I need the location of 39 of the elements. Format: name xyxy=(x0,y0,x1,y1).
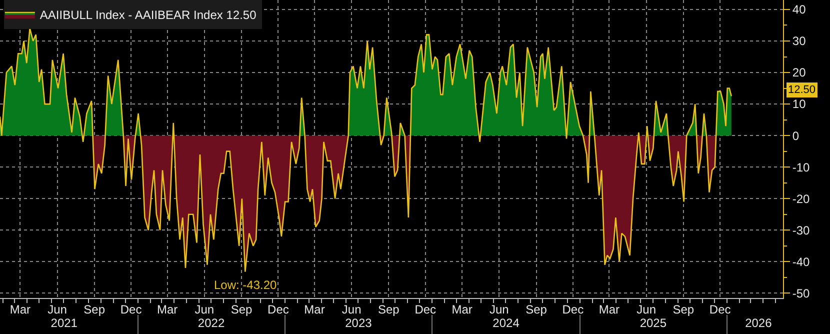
x2-tick-label: 2023 xyxy=(345,316,372,330)
x-tick-label: Sep xyxy=(230,302,253,316)
y-tick-label: 30 xyxy=(792,34,806,48)
text: 12.50 xyxy=(788,84,816,96)
x-tick-label: Dec xyxy=(120,302,142,316)
y-tick-label: 40 xyxy=(792,2,806,17)
x-tick-label: Dec xyxy=(562,302,584,316)
x2-tick-label: 2026 xyxy=(745,316,772,330)
y-tick-label: 20 xyxy=(792,66,806,80)
x-tick-label: Jun xyxy=(636,302,656,316)
x-tick-label: Sep xyxy=(672,302,694,316)
x-tick-label: Jun xyxy=(489,302,509,316)
x-tick-label: Sep xyxy=(526,302,548,316)
y-tick-label: -40 xyxy=(792,254,810,269)
y-tick-label: -50 xyxy=(792,286,810,300)
x-tick-label: Jun xyxy=(342,302,362,316)
y-tick-label: -30 xyxy=(792,223,810,238)
x-tick-label: Mar xyxy=(156,302,178,316)
x2-tick-label: 2022 xyxy=(198,316,225,330)
x-tick-label: Jun xyxy=(194,302,214,316)
legend-label: AAIIBULL Index - AAIIBEAR Index 12.50 xyxy=(40,8,257,22)
x-tick-label: Jun xyxy=(48,302,67,316)
x-tick-label: Dec xyxy=(414,302,436,316)
x-tick-label: Mar xyxy=(304,302,325,316)
x2-tick-label: 2024 xyxy=(492,316,520,330)
x-tick-label: Sep xyxy=(84,302,106,316)
y-tick-label: -10 xyxy=(792,160,810,174)
x-tick-label: Mar xyxy=(452,302,472,316)
x-tick-label: Mar xyxy=(10,302,30,316)
y-tick-label: 0 xyxy=(792,128,800,143)
x2-tick-label: 2021 xyxy=(50,316,78,330)
x-tick-label: Sep xyxy=(378,302,400,316)
annotation: Low: -43.20 xyxy=(214,278,278,292)
x2-tick-label: 2025 xyxy=(640,316,667,330)
x-tick-label: Dec xyxy=(268,302,289,316)
x-tick-label: Mar xyxy=(598,302,620,316)
x-tick-label: Dec xyxy=(709,302,731,316)
y-tick-label: 10 xyxy=(792,97,806,112)
y-tick-label: -20 xyxy=(792,192,810,206)
